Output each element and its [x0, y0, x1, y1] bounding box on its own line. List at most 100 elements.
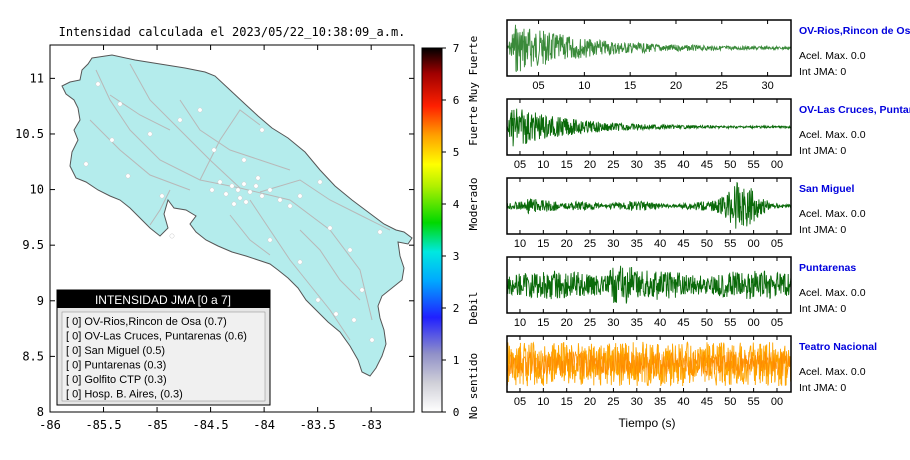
waveform-tick-label: 10 [537, 396, 549, 408]
colorbar-tick-label: 5 [453, 146, 460, 159]
waveform-tick-label: 00 [747, 317, 759, 329]
legend-item: [ 0] Golfito CTP (0.3) [66, 374, 167, 386]
jma-intensity: Int JMA: 0 [799, 382, 846, 394]
waveform-tick-label: 30 [631, 396, 643, 408]
map-x-tick-label: -84.5 [193, 418, 229, 432]
waveform-tick-label: 35 [654, 396, 666, 408]
legend-item: [ 0] Puntarenas (0.3) [66, 360, 166, 372]
jma-intensity: Int JMA: 0 [799, 145, 846, 157]
jma-intensity: Int JMA: 0 [799, 224, 846, 236]
waveform-tick-label: 15 [561, 396, 573, 408]
waveform-tick-label: 45 [677, 238, 689, 250]
waveform-tick-label: 25 [584, 317, 596, 329]
waveform-tick-label: 30 [607, 317, 619, 329]
waveform-tick-label: 15 [537, 317, 549, 329]
waveform-tick-label: 05 [514, 396, 526, 408]
waveform-tick-label: 25 [584, 238, 596, 250]
waveform-tick-label: 40 [677, 396, 689, 408]
waveform-tick-label: 20 [584, 159, 596, 171]
waveform-trace [506, 181, 792, 229]
waveform-panel[interactable]: 05 10 15 20 25 30 35 40 45 50 55 00 OV-Las Cruces, P… [506, 98, 910, 171]
waveform-tick-label: 45 [701, 396, 713, 408]
jma-intensity: Int JMA: 0 [799, 66, 846, 78]
legend-item: [ 0] OV-Rios,Rincon de Osa (0.7) [66, 316, 227, 328]
waveform-tick-label: 55 [724, 238, 736, 250]
waveform-tick-label: 50 [724, 396, 736, 408]
map-y-tick-label: 8.5 [22, 349, 44, 363]
waveform-x-label: Tiempo (s) [619, 416, 676, 430]
waveform-trace-overlay [506, 351, 792, 377]
waveform-tick-label: 25 [607, 396, 619, 408]
map-x-tick-label: -83 [360, 418, 382, 432]
waveform-tick-label: 05 [771, 238, 783, 250]
station-name: OV-Las Cruces, Puntarenas [799, 104, 910, 116]
map-y-tick-label: 10 [30, 183, 44, 197]
legend-item: [ 0] Hosp. B. Aires, (0.3) [66, 389, 183, 401]
waveform-tick-label: 55 [747, 159, 759, 171]
waveform-tick-label: 15 [561, 159, 573, 171]
colorbar-category-label: Moderado [467, 178, 480, 231]
map-x-tick-label: -84 [253, 418, 275, 432]
accel-max: Acel. Max. 0.0 [799, 129, 866, 141]
waveform-panel[interactable]: 05 10 15 20 25 30 OV-Rios,Rincon de Osa Acel. M… [506, 19, 910, 92]
waveform-tick-label: 55 [724, 317, 736, 329]
waveform-tick-label: 20 [670, 80, 682, 92]
waveform-tick-label: 10 [514, 317, 526, 329]
colorbar-tick-label: 0 [453, 406, 460, 419]
waveform-tick-label: 20 [584, 396, 596, 408]
legend-item: [ 0] San Miguel (0.5) [66, 345, 165, 357]
waveform-tick-label: 20 [561, 238, 573, 250]
waveform-tick-label: 30 [761, 80, 773, 92]
colorbar-tick-label: 7 [453, 42, 460, 55]
accel-max: Acel. Max. 0.0 [799, 287, 866, 299]
waveform-tick-label: 50 [724, 159, 736, 171]
waveform-tick-label: 20 [561, 317, 573, 329]
map-x-tick-label: -86 [39, 418, 61, 432]
waveform-tick-label: 25 [716, 80, 728, 92]
waveform-panel[interactable]: 10 15 20 25 30 35 40 45 50 55 00 05 San Miguel Acel. … [506, 177, 866, 250]
colorbar: 0 1 2 3 4 5 6 7 No sentido Debil Moderado Fuerte Mu… [421, 36, 480, 419]
waveform-tick-label: 10 [514, 238, 526, 250]
waveform-tick-label: 15 [537, 238, 549, 250]
legend-item: [ 0] OV-Las Cruces, Puntarenas (0.6) [66, 331, 247, 343]
jma-intensity: Int JMA: 0 [799, 303, 846, 315]
colorbar-category-label: Muy Fuerte [467, 36, 480, 102]
waveform-trace [506, 108, 792, 147]
map-y-tick-label: 9 [37, 294, 44, 308]
station-name: San Miguel [799, 183, 855, 195]
map-x-axis: -86 -85.5 -85 -84.5 -84 -83.5 -83 [39, 45, 382, 432]
waveform-tick-label: 30 [631, 159, 643, 171]
waveform-panel[interactable]: 10 15 20 25 30 35 40 45 50 55 00 05 Puntarenas Acel. … [506, 256, 866, 329]
station-markers [83, 81, 383, 343]
waveform-tick-label: 00 [771, 159, 783, 171]
waveform-panels: 05 10 15 20 25 30 OV-Rios,Rincon de Osa Acel. M… [506, 19, 910, 408]
colorbar-gradient [421, 47, 443, 413]
map-y-tick-label: 10.5 [15, 127, 44, 141]
waveform-panel[interactable]: 05 10 15 20 25 30 35 40 45 50 55 00 Teatro Nacional A… [506, 335, 877, 408]
intensity-legend: INTENSIDAD JMA [0 a 7] [ 0] OV-Rios,Rinc… [56, 289, 271, 406]
waveform-tick-label: 40 [654, 238, 666, 250]
map-x-tick-label: -85.5 [85, 418, 121, 432]
waveform-trace [506, 265, 792, 304]
accel-max: Acel. Max. 0.0 [799, 366, 866, 378]
map-x-tick-label: -85 [146, 418, 168, 432]
map-y-tick-label: 9.5 [22, 238, 44, 252]
waveform-tick-label: 45 [701, 159, 713, 171]
map-y-axis: 11 10.5 10 9.5 9 8.5 8 [15, 71, 414, 419]
waveform-tick-label: 05 [771, 317, 783, 329]
colorbar-tick-label: 4 [453, 198, 460, 211]
colorbar-tick-label: 1 [453, 354, 460, 367]
waveform-tick-label: 45 [677, 317, 689, 329]
map-y-tick-label: 11 [30, 71, 44, 85]
waveform-tick-label: 40 [677, 159, 689, 171]
colorbar-tick-label: 3 [453, 250, 460, 263]
colorbar-tick-label: 2 [453, 302, 460, 315]
waveform-tick-label: 30 [607, 238, 619, 250]
waveform-tick-label: 10 [537, 159, 549, 171]
waveform-tick-label: 25 [607, 159, 619, 171]
waveform-tick-label: 50 [701, 238, 713, 250]
waveform-tick-label: 35 [654, 159, 666, 171]
waveform-tick-label: 15 [624, 80, 636, 92]
accel-max: Acel. Max. 0.0 [799, 50, 866, 62]
